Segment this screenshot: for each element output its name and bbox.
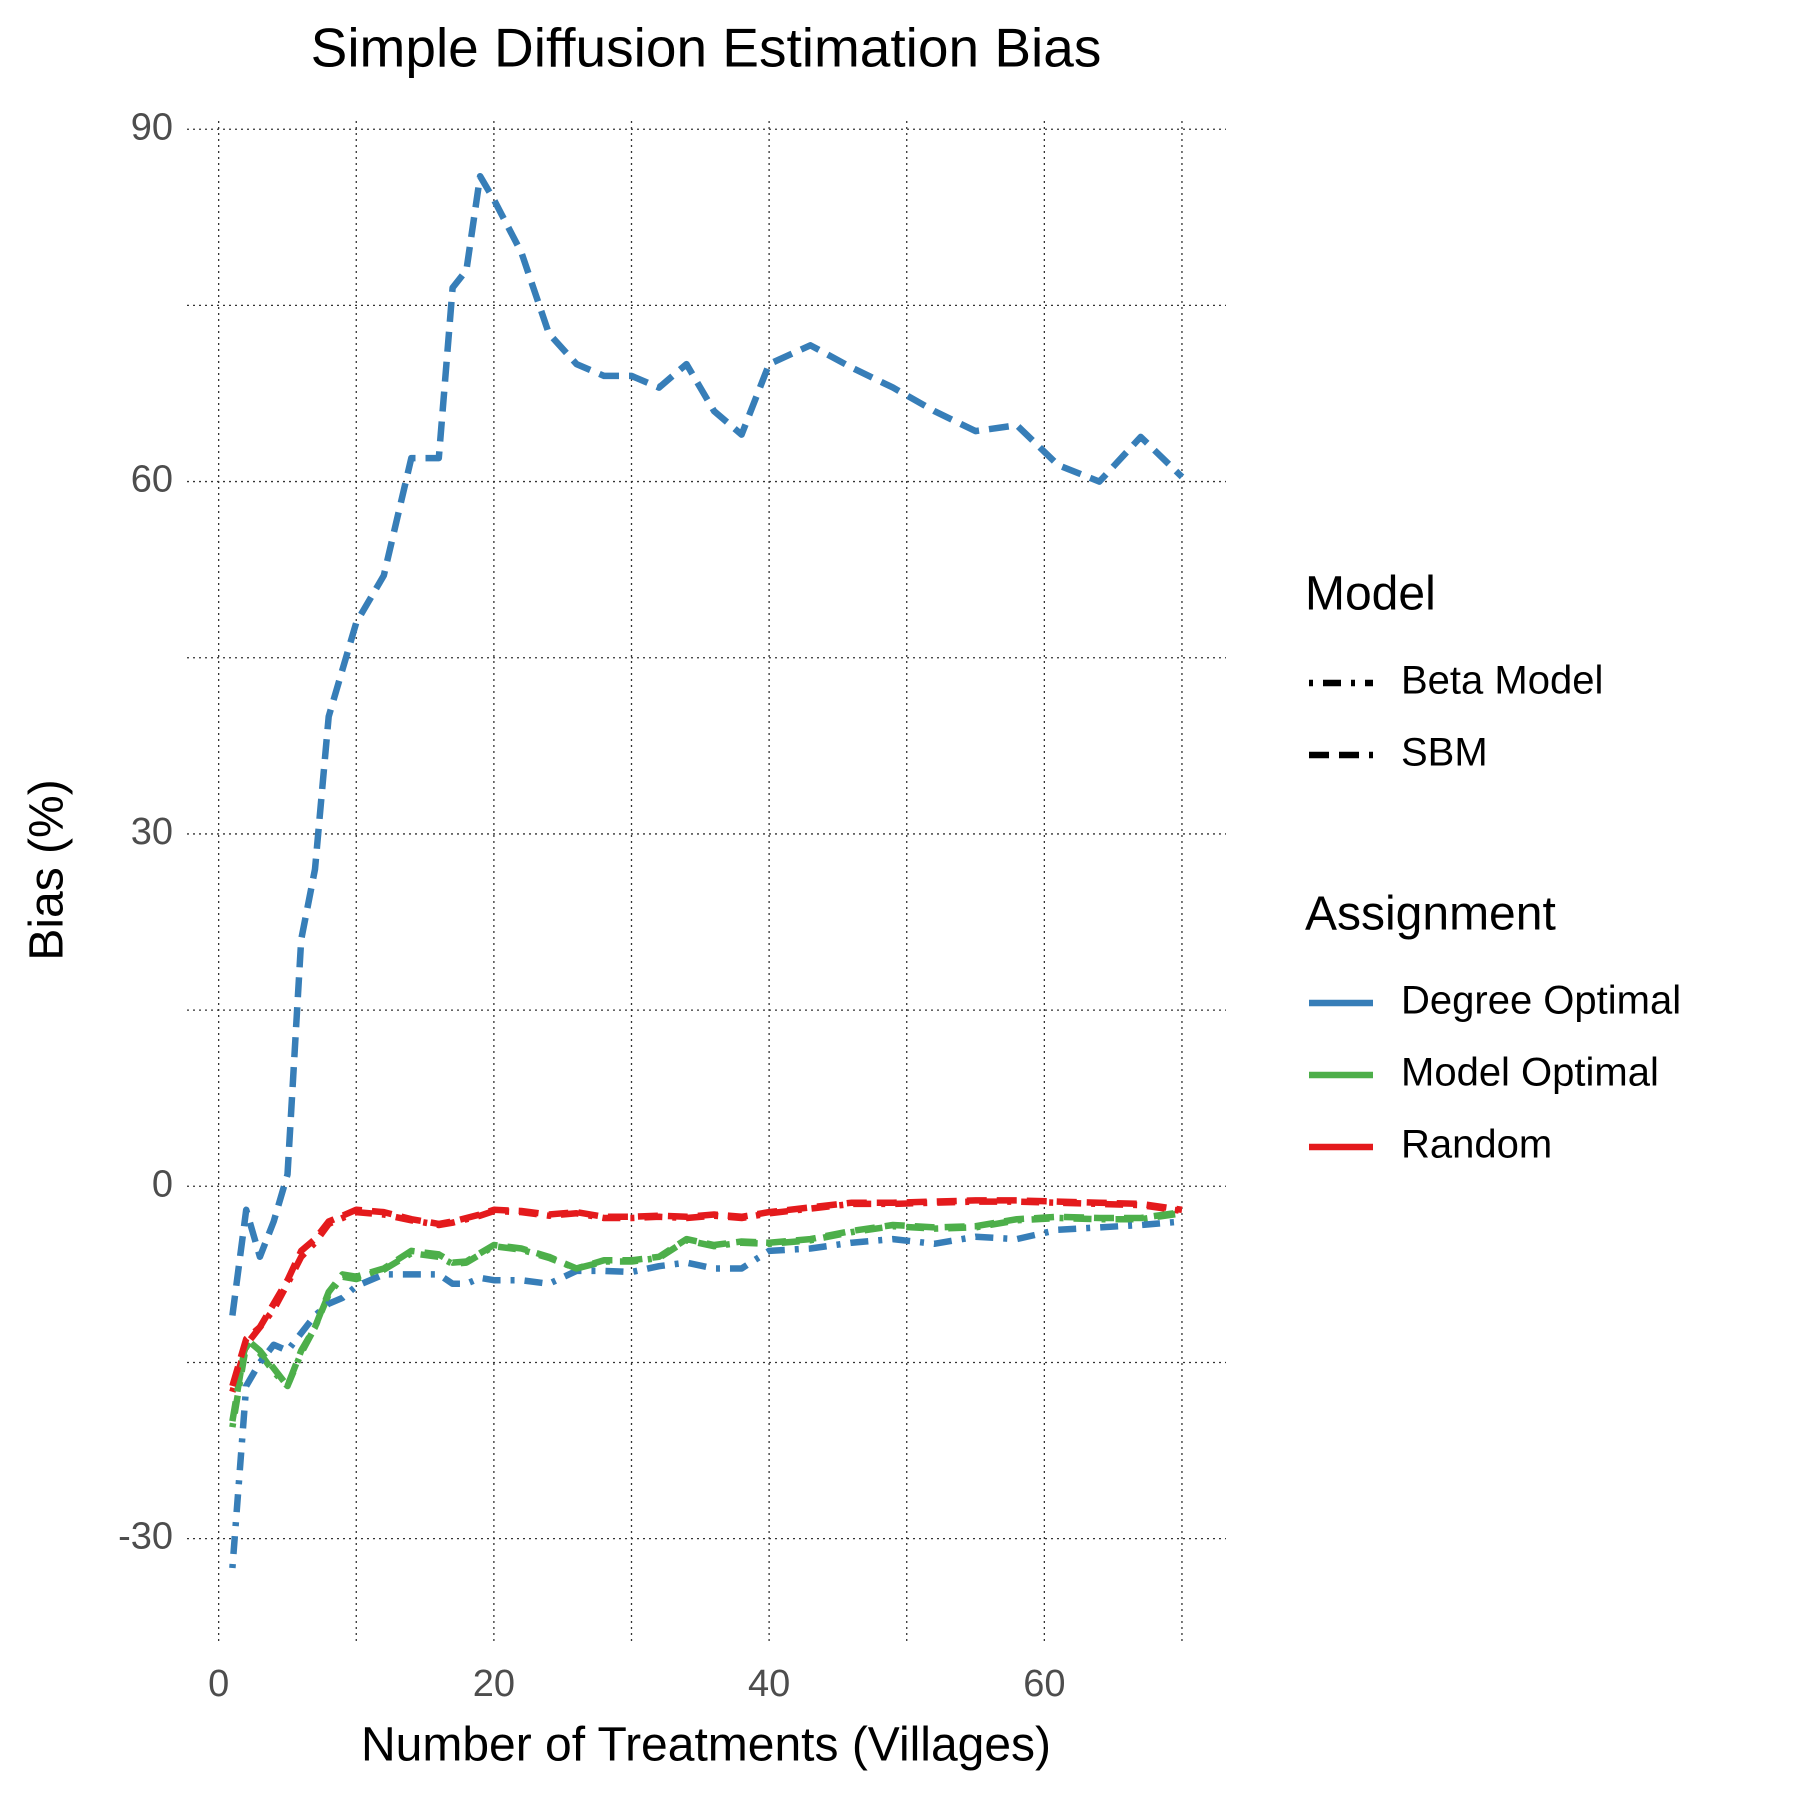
legend-title: Model [1305, 568, 1436, 621]
series-line [229, 1197, 1183, 1387]
legend-label: Degree Optimal [1401, 979, 1681, 1023]
y-tick-label: 0 [152, 1163, 173, 1205]
y-axis-title: Bias (%) [21, 779, 74, 960]
series-line [229, 1208, 1183, 1422]
series-line [229, 1218, 1183, 1569]
legend-label: Random [1401, 1123, 1552, 1167]
x-tick-label: 40 [748, 1663, 790, 1705]
x-tick-label: 20 [473, 1663, 515, 1705]
y-tick-label: -30 [118, 1516, 173, 1558]
series-line [229, 172, 1185, 1316]
x-axis-title: Number of Treatments (Villages) [361, 1719, 1051, 1772]
x-tick-label: 0 [208, 1663, 229, 1705]
legend-label: Model Optimal [1401, 1051, 1659, 1095]
legend-label: SBM [1401, 731, 1488, 775]
chart-title: Simple Diffusion Estimation Bias [311, 17, 1102, 79]
legend-title: Assignment [1305, 888, 1556, 941]
legend-label: Beta Model [1401, 659, 1603, 703]
series-line [229, 1198, 1183, 1393]
y-tick-label: 30 [131, 811, 173, 853]
y-tick-label: 60 [131, 459, 173, 501]
y-tick-label: 90 [131, 106, 173, 148]
x-tick-label: 60 [1023, 1663, 1065, 1705]
